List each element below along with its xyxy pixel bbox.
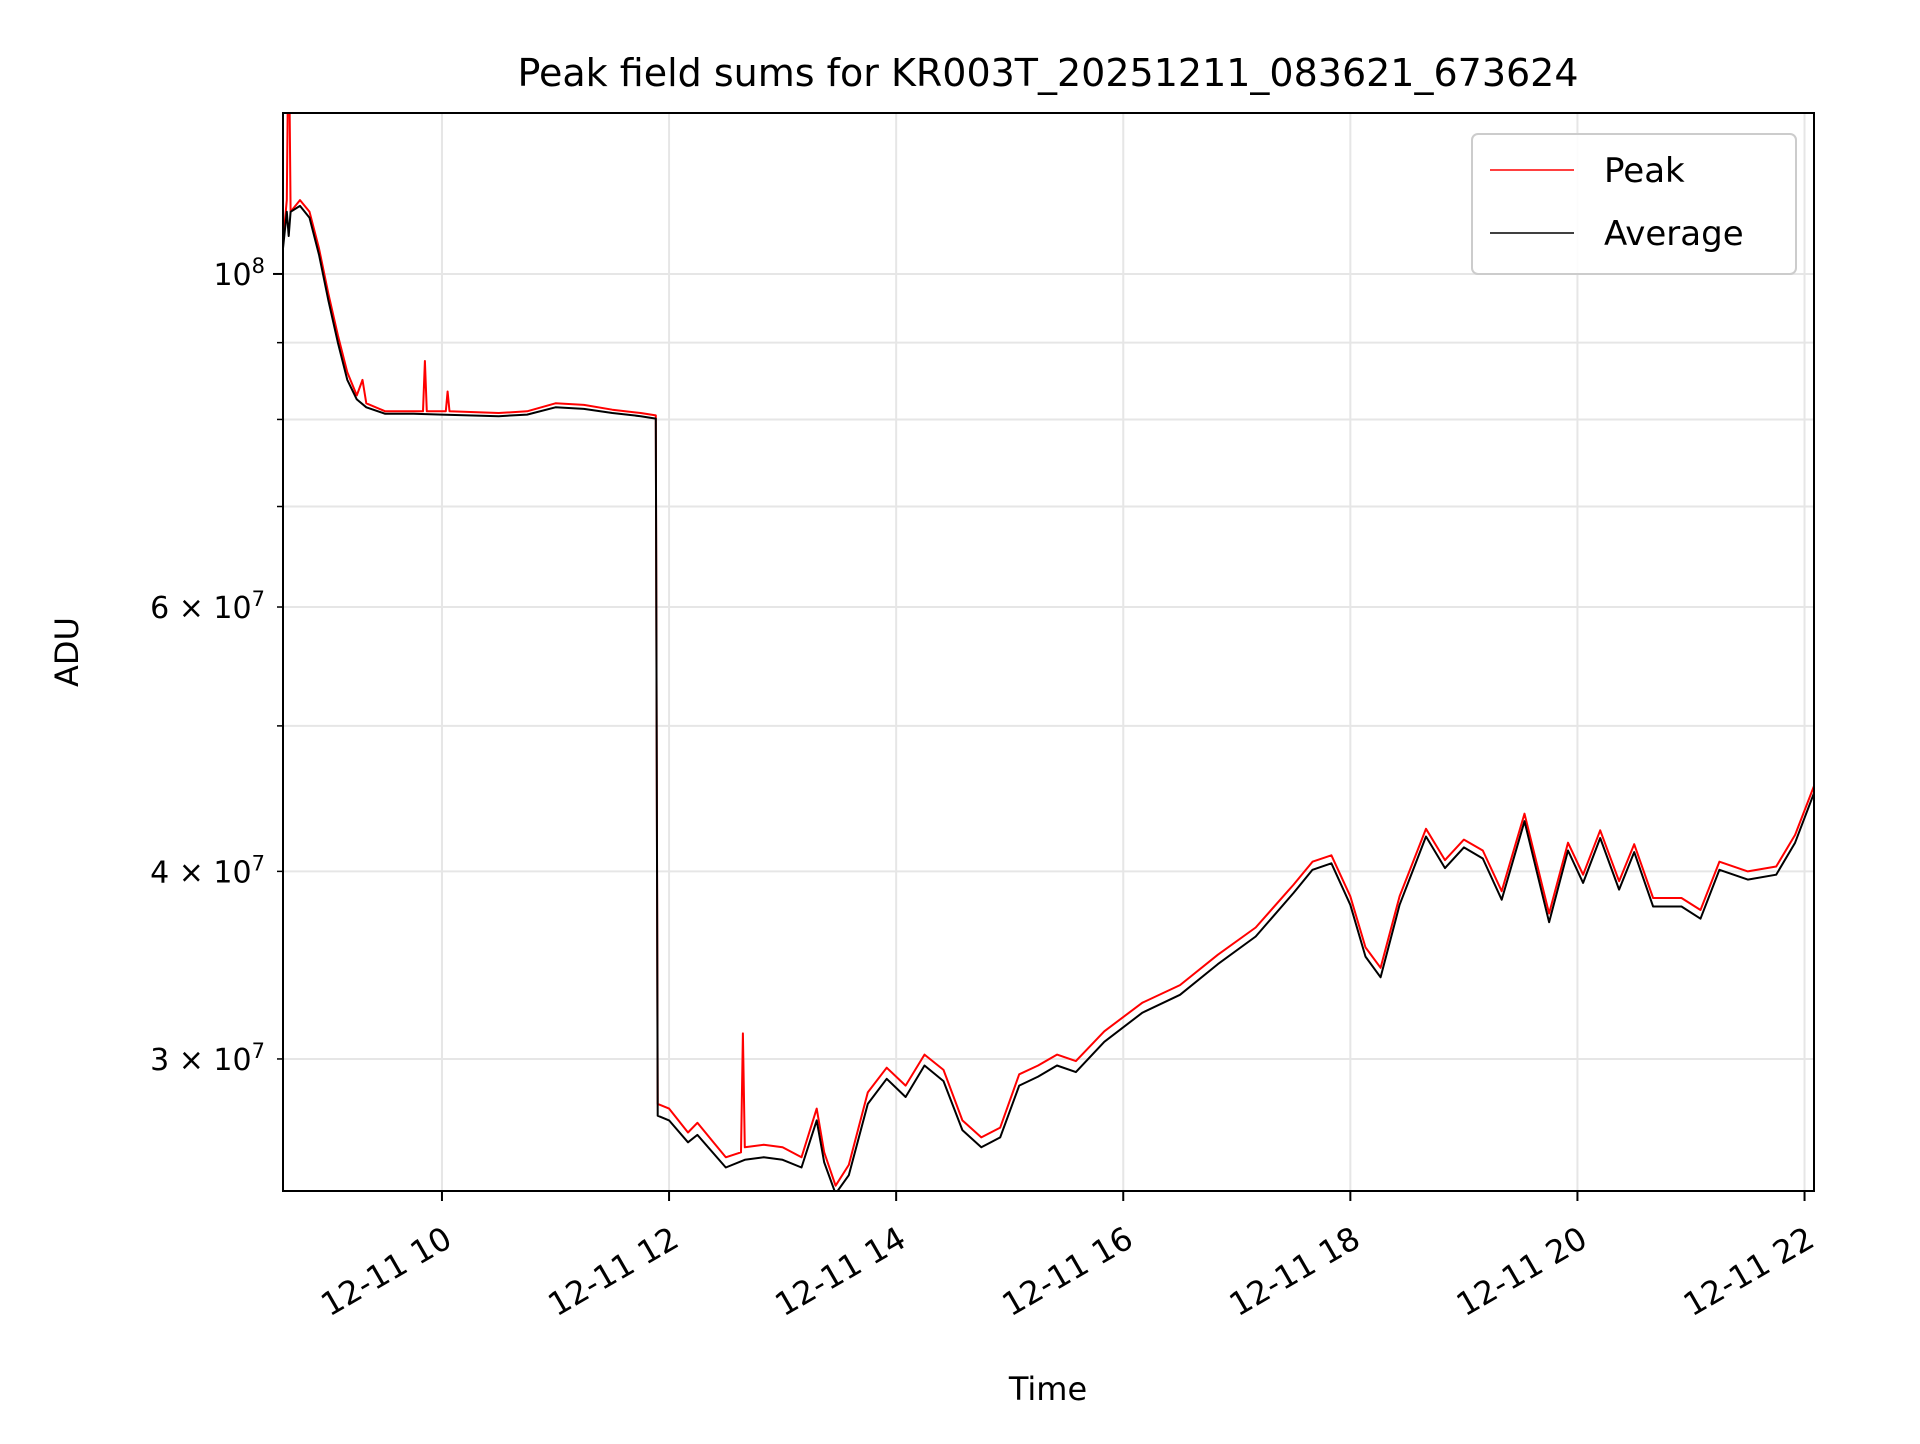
y-tick-label: 3 × 107 <box>150 1039 265 1078</box>
y-tick-label: 4 × 107 <box>150 851 265 890</box>
legend-box <box>1471 133 1797 275</box>
legend-label-average: Average <box>1604 214 1744 254</box>
chart-title: Peak field sums for KR003T_20251211_0836… <box>517 51 1578 95</box>
grid-layer <box>283 113 1814 1191</box>
series-line-peak <box>283 113 1814 1187</box>
y-tick-label: 6 × 107 <box>150 587 265 626</box>
plot-frame <box>282 112 1815 1192</box>
legend: Peak Average <box>1471 133 1797 275</box>
y-tick-label: 108 <box>213 254 265 293</box>
y-axis-label: ADU <box>48 617 86 687</box>
legend-label-peak: Peak <box>1604 151 1685 191</box>
series-layer <box>283 113 1814 1191</box>
series-line-average <box>283 204 1814 1191</box>
x-axis-label: Time <box>1008 1370 1087 1408</box>
